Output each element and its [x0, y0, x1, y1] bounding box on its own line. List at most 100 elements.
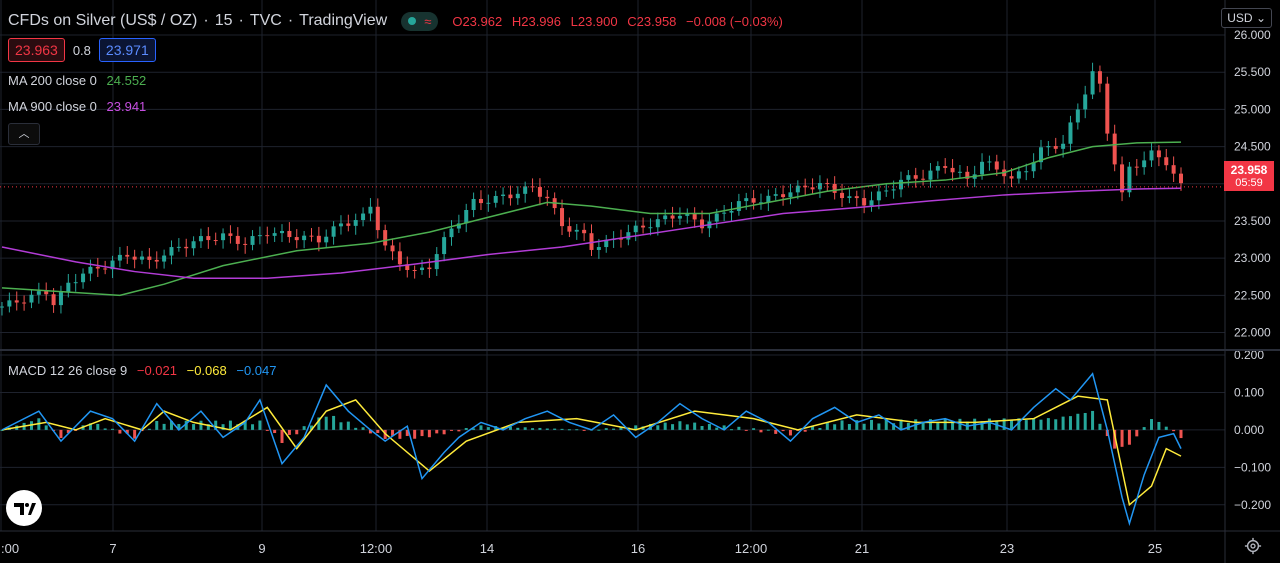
- candle-body: [235, 235, 240, 244]
- candle-body: [390, 245, 395, 252]
- macd-axis-tick: −0.100: [1234, 460, 1271, 474]
- macd-hist-bar: [273, 429, 277, 434]
- time-axis-label: 14: [480, 541, 494, 556]
- macd-hist-bar: [66, 429, 70, 433]
- candle-body: [714, 213, 719, 222]
- macd-hist-bar: [1142, 427, 1146, 430]
- macd-axis-tick: −0.200: [1234, 498, 1271, 512]
- candle-body: [1142, 160, 1147, 168]
- candle-body: [250, 236, 255, 245]
- macd-hist-bar: [449, 429, 453, 431]
- macd-hist-bar: [1120, 429, 1124, 447]
- candle-body: [1120, 164, 1125, 193]
- candle-body: [309, 235, 314, 237]
- candle-body: [840, 192, 845, 199]
- macd-hist-bar: [1091, 410, 1095, 430]
- candle-body: [1090, 71, 1095, 95]
- macd-hist-bar: [0, 429, 4, 431]
- candle-body: [515, 193, 520, 199]
- gear-icon[interactable]: [1244, 537, 1262, 555]
- candle-body: [1179, 173, 1183, 184]
- candle-body: [51, 294, 56, 306]
- macd-hist-bar: [862, 423, 866, 430]
- macd-hist-bar: [1068, 416, 1072, 430]
- macd-hist-bar: [671, 424, 675, 430]
- candle-body: [898, 179, 903, 190]
- ma900-line: [1, 187, 1182, 280]
- candle-body: [655, 219, 660, 228]
- macd-hist-bar: [877, 423, 881, 430]
- candle-body: [795, 185, 800, 193]
- macd-hist-bar: [214, 420, 218, 430]
- macd-signal-value: −0.068: [186, 363, 227, 378]
- macd-hist-bar: [892, 423, 896, 430]
- macd-hist-bar: [1113, 429, 1117, 449]
- candle-body: [1164, 157, 1169, 166]
- market-open-icon: [408, 17, 417, 25]
- price-axis-tick: 25.000: [1234, 102, 1271, 116]
- macd-hist-bar: [280, 429, 284, 443]
- macd-hist-bar: [538, 427, 542, 430]
- candle-body: [198, 236, 203, 242]
- macd-legend[interactable]: MACD 12 26 close 9 −0.021 −0.068 −0.047: [8, 363, 277, 378]
- candle-body: [412, 269, 417, 271]
- macd-hist-bar: [531, 428, 535, 430]
- macd-hist-bar: [287, 429, 291, 435]
- macd-hist-bar: [199, 420, 203, 430]
- macd-hist-bar: [1172, 429, 1176, 432]
- macd-hist-bar: [376, 429, 380, 433]
- candle-body: [766, 195, 771, 203]
- macd-hist-bar: [781, 429, 785, 432]
- macd-hist-bar: [346, 421, 350, 430]
- macd-hist-bar: [825, 422, 829, 430]
- candle-body: [280, 230, 285, 234]
- symbol-title[interactable]: CFDs on Silver (US$ / OZ): [8, 12, 198, 29]
- ma900-value: 23.941: [106, 99, 147, 114]
- macd-hist-bar: [928, 419, 932, 430]
- candle-body: [618, 238, 623, 240]
- macd-hist-bar: [169, 420, 173, 430]
- candle-body: [81, 273, 86, 283]
- tradingview-logo-icon[interactable]: [6, 490, 42, 526]
- collapse-legend-button[interactable]: ︿: [8, 123, 40, 145]
- macd-hist-bar: [111, 428, 115, 430]
- macd-axis-tick: 0.100: [1234, 385, 1264, 399]
- interval-label[interactable]: 15: [214, 12, 233, 29]
- candle-body: [228, 233, 233, 236]
- currency-selector[interactable]: USD ⌄: [1221, 8, 1272, 28]
- candle-body: [1105, 83, 1110, 134]
- exchange-label: TVC: [249, 12, 282, 29]
- candle-body: [316, 235, 321, 243]
- macd-hist-bar: [567, 429, 571, 431]
- candle-body: [147, 256, 152, 260]
- macd-hist-bar: [368, 429, 372, 434]
- macd-hist-bar: [678, 421, 682, 430]
- market-status-pill[interactable]: ≈: [401, 11, 439, 31]
- candle-body: [442, 237, 447, 255]
- macd-hist-bar: [545, 428, 549, 430]
- macd-hist-bar: [1061, 416, 1065, 430]
- candle-body: [935, 166, 940, 171]
- candle-body: [58, 292, 63, 306]
- ma900-legend[interactable]: MA 900 close 0 23.941: [8, 99, 147, 114]
- candle-body: [257, 235, 262, 237]
- ma200-legend[interactable]: MA 200 close 0 24.552: [8, 73, 147, 88]
- separator: ·: [238, 12, 244, 29]
- macd-hist-bar: [192, 424, 196, 430]
- time-axis-label: :00: [1, 541, 19, 556]
- macd-hist-bar: [619, 426, 623, 430]
- bid-ask-panel: 23.963 0.8 23.971: [8, 38, 156, 62]
- candle-body: [574, 229, 579, 232]
- macd-hist-bar: [391, 429, 395, 436]
- candle-body: [641, 225, 646, 228]
- macd-hist-bar: [457, 429, 461, 432]
- candle-body: [368, 206, 373, 214]
- bid-box[interactable]: 23.963: [8, 38, 65, 62]
- candle-body: [729, 210, 734, 213]
- candle-body: [117, 254, 122, 261]
- close-value: 23.958: [636, 13, 677, 29]
- ask-box[interactable]: 23.971: [98, 38, 156, 62]
- candle-body: [854, 196, 859, 199]
- candle-body: [103, 268, 108, 270]
